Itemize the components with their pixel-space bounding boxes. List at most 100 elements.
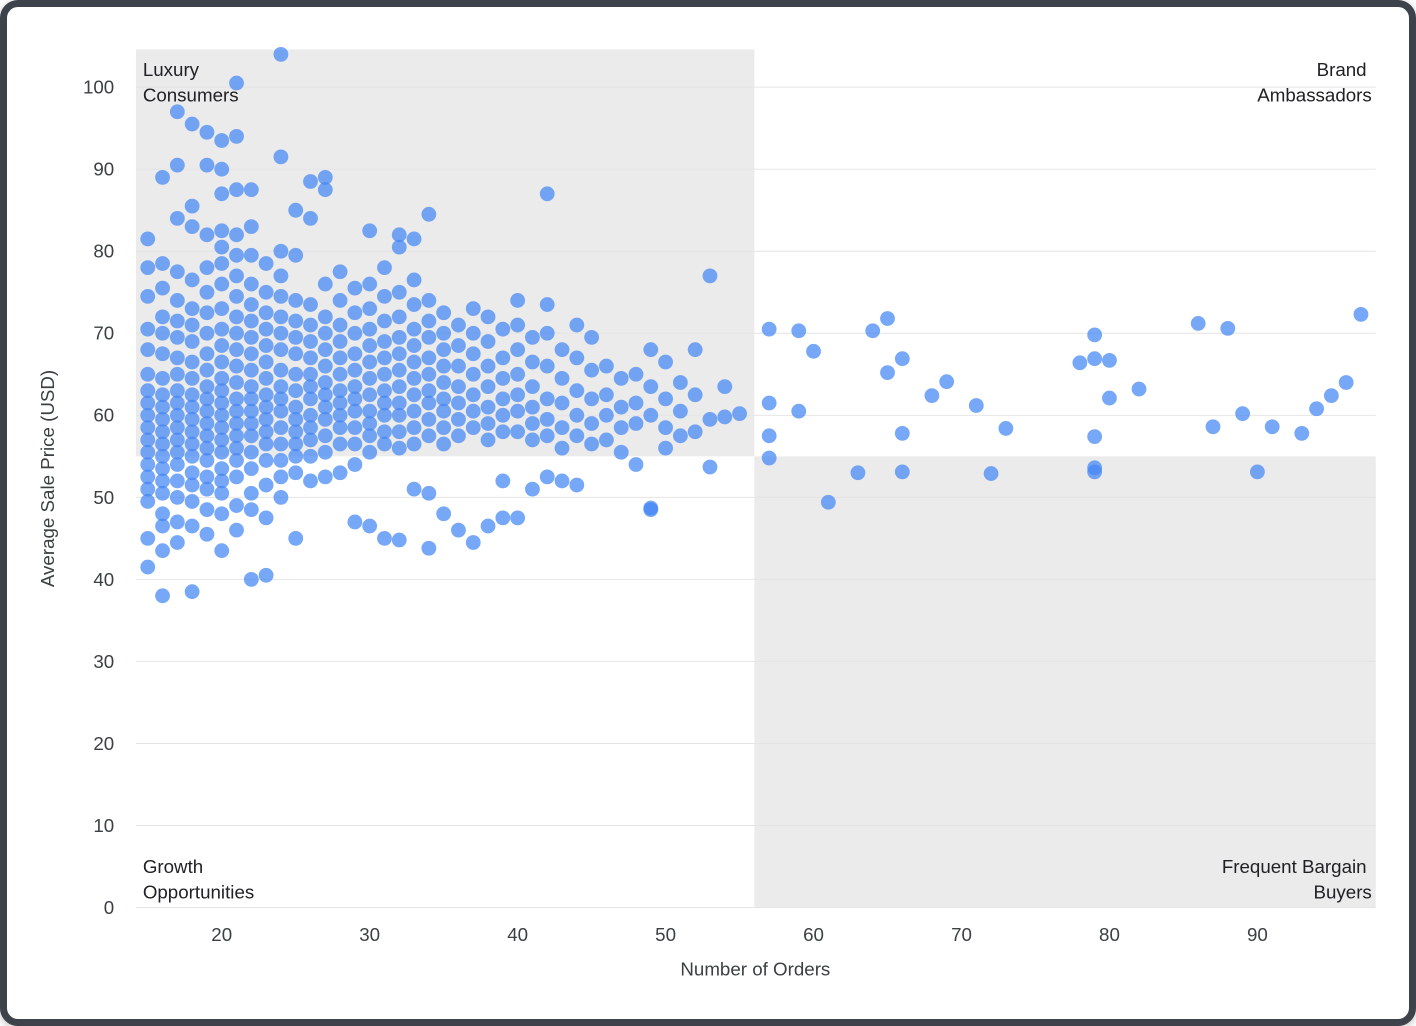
quadrant-label-growth-opportunities: Growth Opportunities — [143, 856, 254, 903]
scatter-point — [554, 342, 570, 358]
scatter-point — [406, 420, 422, 436]
scatter-point — [258, 338, 274, 353]
scatter-point — [628, 457, 644, 472]
scatter-point — [465, 420, 481, 436]
scatter-point — [317, 428, 333, 444]
scatter-point — [214, 370, 230, 386]
scatter-point — [584, 436, 600, 452]
scatter-point — [658, 354, 673, 370]
scatter-point — [554, 395, 570, 411]
scatter-point — [184, 219, 200, 235]
scatter-point — [184, 354, 200, 370]
scatter-point — [243, 403, 259, 419]
scatter-point — [273, 325, 289, 341]
scatter-point — [273, 379, 289, 394]
scatter-point — [288, 313, 304, 329]
scatter-point — [155, 461, 170, 477]
scatter-point — [347, 346, 363, 362]
scatter-point — [317, 276, 333, 292]
scatter-point — [391, 309, 407, 325]
quadrant-label-line: Opportunities — [143, 882, 254, 903]
scatter-point — [214, 473, 230, 489]
scatter-point — [243, 313, 259, 329]
scatter-point — [140, 457, 156, 472]
scatter-point — [377, 530, 392, 546]
scatter-point — [332, 420, 348, 436]
scatter-point — [140, 321, 156, 337]
scatter-point — [258, 436, 274, 452]
scatter-point — [288, 436, 304, 452]
scatter-point — [214, 301, 230, 317]
scatter-point — [717, 379, 733, 394]
scatter-point — [140, 420, 156, 436]
scatter-point — [451, 395, 466, 411]
scatter-point — [406, 338, 422, 353]
scatter-point — [539, 428, 555, 444]
scatter-point — [155, 412, 170, 427]
scatter-point — [377, 350, 392, 366]
scatter-point — [362, 354, 378, 370]
scatter-point — [480, 518, 496, 534]
scatter-point — [214, 186, 230, 202]
scatter-point — [243, 297, 259, 312]
scatter-point — [229, 416, 244, 431]
scatter-point — [525, 416, 540, 431]
scatter-point — [465, 301, 481, 317]
scatter-point — [332, 407, 348, 423]
y-tick-label: 70 — [93, 323, 114, 344]
scatter-point — [465, 403, 481, 419]
y-axis-tick-labels: 0 10 20 30 40 50 60 70 80 90 100 — [83, 77, 114, 918]
scatter-point — [761, 321, 777, 337]
scatter-point — [332, 395, 348, 411]
scatter-point — [288, 530, 304, 546]
scatter-point — [391, 440, 407, 456]
scatter-point — [510, 366, 526, 382]
scatter-point — [288, 424, 304, 440]
scatter-point — [569, 350, 585, 366]
scatter-point — [865, 323, 881, 339]
scatter-point — [303, 317, 318, 333]
scatter-point — [317, 387, 333, 403]
scatter-point — [258, 321, 274, 337]
scatter-point — [495, 510, 511, 526]
scatter-point — [377, 436, 392, 452]
scatter-point — [184, 424, 200, 440]
scatter-point — [391, 532, 407, 548]
scatter-point — [658, 420, 673, 436]
quadrant-label-frequent-bargain-buyers: Frequent Bargain Buyers — [1222, 856, 1372, 903]
scatter-point — [273, 391, 289, 407]
scatter-point — [258, 370, 274, 386]
scatter-point — [495, 370, 511, 386]
scatter-point — [288, 202, 304, 218]
scatter-point — [214, 161, 230, 177]
scatter-point — [628, 416, 644, 431]
scatter-point — [169, 432, 185, 448]
scatter-point — [658, 440, 673, 456]
scatter-point — [1102, 352, 1117, 368]
scatter-point — [140, 559, 156, 575]
scatter-point — [569, 428, 585, 444]
scatter-point — [288, 346, 304, 362]
scatter-point — [569, 317, 585, 333]
scatter-point — [554, 473, 570, 489]
scatter-point — [421, 428, 437, 444]
scatter-point — [465, 325, 481, 341]
scatter-point — [169, 350, 185, 366]
quadrant-label-luxury-consumers: Luxury Consumers — [143, 59, 239, 106]
scatter-point — [155, 346, 170, 362]
scatter-point — [391, 362, 407, 378]
scatter-point — [229, 375, 244, 390]
scatter-point — [303, 420, 318, 436]
quadrant-label-line: Brand — [1317, 59, 1367, 80]
scatter-point — [451, 412, 466, 427]
scatter-point — [1353, 307, 1369, 322]
scatter-point — [303, 448, 318, 464]
scatter-point — [1309, 401, 1324, 417]
scatter-point — [199, 391, 215, 407]
scatter-point — [199, 124, 215, 140]
scatter-point — [362, 444, 378, 460]
scatter-point — [377, 260, 392, 276]
scatter-point — [761, 395, 777, 411]
scatter-point — [184, 518, 200, 534]
